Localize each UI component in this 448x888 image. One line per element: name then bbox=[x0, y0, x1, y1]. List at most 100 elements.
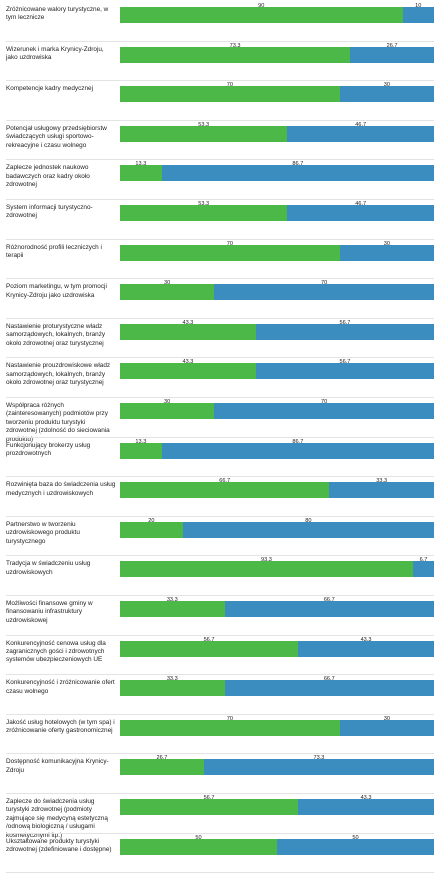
chart-row: Zaplecze do świadczenia usług turystyki … bbox=[0, 794, 448, 839]
category-label: Nastawienie proturystyczne władz samorzą… bbox=[6, 322, 106, 347]
row-divider bbox=[6, 40, 434, 42]
bar-segment bbox=[120, 482, 330, 499]
bar-track bbox=[120, 680, 434, 697]
data-label: 50 bbox=[352, 834, 359, 841]
data-label: 10 bbox=[415, 3, 422, 9]
category-label: Ukształtowane produkty turystyki zdrowot… bbox=[6, 837, 112, 853]
bar-track bbox=[120, 86, 434, 103]
bar-segment bbox=[120, 680, 225, 697]
data-label: 93,3 bbox=[261, 557, 272, 564]
bar-segment bbox=[182, 521, 434, 538]
category-label: Zaplecze do świadczenia usług turystyki … bbox=[6, 798, 108, 839]
bar-track bbox=[120, 125, 434, 142]
row-divider bbox=[6, 80, 434, 82]
bar-segment bbox=[203, 759, 434, 776]
bar-segment bbox=[120, 442, 162, 459]
data-label: 86,7 bbox=[292, 438, 304, 445]
bar-segment bbox=[298, 640, 434, 657]
category-label: Dostępność komunikacyjna Krynicy-Zdroju bbox=[6, 758, 109, 774]
chart-row: Dostępność komunikacyjna Krynicy-Zdroju 2… bbox=[0, 754, 448, 794]
category-label: Funkcjonujący brokerzy usług prozdrowotn… bbox=[6, 441, 91, 457]
row-divider bbox=[6, 159, 434, 161]
row-divider bbox=[6, 317, 434, 319]
bar-segment bbox=[120, 838, 277, 855]
bar-track bbox=[120, 759, 434, 776]
bar-track bbox=[120, 838, 434, 855]
chart-row: Ukształtowane produkty turystyki zdrowot… bbox=[0, 834, 448, 874]
chart-row: Konkurencyjność i zróżnicowanie ofert cz… bbox=[0, 675, 448, 715]
category-label: Różnorodność profili leczniczych i terap… bbox=[6, 243, 102, 259]
bar-segment bbox=[339, 86, 434, 103]
category-label: Nastawienie prouzdrowiskowe władz samorz… bbox=[6, 362, 111, 387]
data-label: 26,7 bbox=[386, 42, 398, 49]
data-label: 53,3 bbox=[198, 121, 210, 128]
data-label: 86,7 bbox=[292, 161, 304, 168]
bar-segment bbox=[402, 7, 434, 23]
data-label: 56,7 bbox=[339, 359, 351, 366]
bar-segment bbox=[120, 561, 413, 578]
bar-segment bbox=[255, 363, 434, 380]
bar-track bbox=[120, 521, 434, 538]
category-label: Jakość usług hotelowych (w tym spa) i zr… bbox=[6, 718, 115, 735]
chart-row: Różnorodność profili leczniczych i terap… bbox=[0, 240, 448, 280]
data-label: 70 bbox=[320, 280, 328, 287]
data-label: 56,7 bbox=[203, 636, 215, 643]
data-label: 6,7 bbox=[419, 557, 428, 564]
bar-segment bbox=[120, 403, 215, 419]
bar-track bbox=[120, 165, 434, 182]
bar-track bbox=[120, 403, 434, 419]
bar-segment bbox=[120, 86, 340, 103]
category-label: Możliwości finansowe gminy w finansowani… bbox=[6, 600, 93, 624]
bar-segment bbox=[339, 244, 434, 261]
data-label: 20 bbox=[148, 517, 155, 524]
row-divider bbox=[6, 594, 434, 596]
bar-segment bbox=[224, 680, 434, 697]
bar-segment bbox=[255, 323, 434, 340]
bar-segment bbox=[224, 601, 434, 617]
chart-row: Konkurencyjność cenowa usług dla zagrani… bbox=[0, 636, 448, 676]
row-divider bbox=[6, 119, 434, 121]
data-label: 43,3 bbox=[360, 636, 372, 643]
data-label: 80 bbox=[305, 517, 312, 524]
bar-segment bbox=[120, 165, 162, 182]
data-label: 30 bbox=[163, 399, 171, 405]
data-label: 43,3 bbox=[182, 359, 194, 366]
row-divider bbox=[6, 198, 434, 200]
chart-row: Zróżnicowane walory turystyczne, w tym l… bbox=[0, 2, 448, 42]
data-label: 33,3 bbox=[376, 478, 388, 485]
bar-segment bbox=[120, 363, 256, 380]
bar-segment bbox=[329, 482, 434, 499]
chart-row: Zaplecze jednostek naukowo badawczych or… bbox=[0, 160, 448, 200]
chart-row: Partnerstwo w tworzeniu uzdrowiskowego p… bbox=[0, 517, 448, 557]
bar-track bbox=[120, 561, 434, 578]
bar-segment bbox=[120, 284, 215, 301]
row-divider bbox=[6, 872, 434, 874]
data-label: 33,3 bbox=[166, 597, 178, 603]
data-label: 70 bbox=[226, 82, 234, 89]
data-label: 13,3 bbox=[135, 438, 147, 445]
category-label: Poziom marketingu, w tym promocji Krynic… bbox=[6, 283, 107, 299]
chart-row: Poziom marketingu, w tym promocji Krynic… bbox=[0, 279, 448, 319]
data-label: 73,3 bbox=[229, 42, 241, 49]
data-label: 66,7 bbox=[219, 478, 231, 485]
data-label: 30 bbox=[383, 715, 391, 722]
data-label: 70 bbox=[226, 240, 234, 247]
data-label: 43,3 bbox=[182, 319, 194, 326]
bar-segment bbox=[120, 244, 340, 261]
bar-segment bbox=[120, 799, 299, 815]
category-label: Rozwinięta baza do świadczenia usług med… bbox=[6, 481, 116, 497]
data-label: 43,3 bbox=[360, 795, 372, 801]
bar-segment bbox=[120, 125, 288, 142]
row-divider bbox=[6, 713, 434, 715]
data-label: 70 bbox=[320, 399, 328, 405]
category-label: Partnerstwo w tworzeniu uzdrowiskowego p… bbox=[6, 520, 80, 545]
row-divider bbox=[6, 674, 434, 676]
category-label: Współpraca różnych (zainteresowanych) po… bbox=[6, 402, 110, 443]
data-label: 30 bbox=[163, 280, 171, 287]
bar-segment bbox=[120, 601, 225, 617]
bar-segment bbox=[120, 205, 288, 221]
data-label: 70 bbox=[226, 715, 234, 722]
chart-row: Jakość usług hotelowych (w tym spa) i zr… bbox=[0, 715, 448, 755]
data-label: 33,3 bbox=[166, 676, 178, 683]
bar-track bbox=[120, 284, 434, 301]
